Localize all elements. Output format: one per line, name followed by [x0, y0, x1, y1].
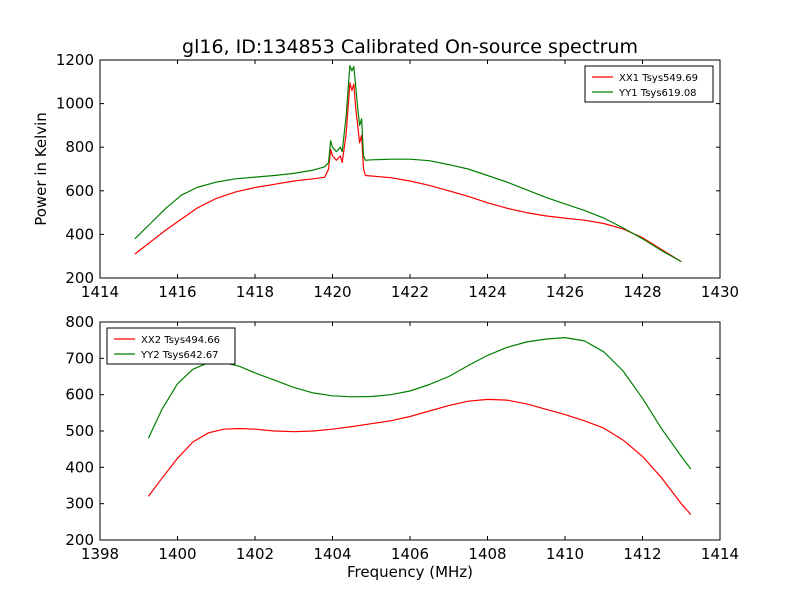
y-tick-label: 200 [65, 531, 94, 549]
x-tick-label: 1416 [158, 283, 196, 301]
y-tick-label: 400 [65, 225, 94, 243]
x-tick-label: 1414 [701, 545, 739, 563]
series-line-xx1 [134, 82, 682, 263]
x-tick-label: 1430 [701, 283, 739, 301]
plot-area [134, 64, 682, 263]
y-tick-label: 600 [65, 386, 94, 404]
legend-entry: YY2 Tsys642.67 [140, 350, 219, 361]
legend-box [584, 65, 714, 103]
y-tick-label: 1000 [56, 95, 94, 113]
x-tick-label: 1400 [158, 545, 196, 563]
x-tick-label: 1428 [623, 283, 661, 301]
y-tick-label: 700 [65, 349, 94, 367]
x-tick-label: 1398 [81, 545, 119, 563]
x-tick-label: 1420 [313, 283, 351, 301]
legend: XX2 Tsys494.66 YY2 Tsys642.67 [106, 327, 236, 365]
y-tick-label: 1200 [56, 51, 94, 69]
y-tick-label: 500 [65, 422, 94, 440]
y-axis-label: Power in Kelvin [32, 112, 50, 226]
x-tick-label: 1414 [81, 283, 119, 301]
legend: XX1 Tsys549.69 YY1 Tsys619.08 [584, 65, 714, 103]
legend-entry: XX1 Tsys549.69 [619, 73, 698, 84]
x-tick-label: 1402 [236, 545, 274, 563]
bottom-panel: 1398 1400 1402 1404 1406 1408 1410 1412 1414 200 3… [65, 313, 739, 563]
series-line-xx2 [147, 398, 692, 515]
legend-box [106, 327, 236, 365]
x-tick-label: 1408 [468, 545, 506, 563]
y-tick-label: 300 [65, 495, 94, 513]
x-tick-label: 1418 [236, 283, 274, 301]
x-tick-label: 1406 [391, 545, 429, 563]
y-tick-label: 200 [65, 269, 94, 287]
x-tick-label: 1412 [623, 545, 661, 563]
legend-entry: XX2 Tsys494.66 [141, 335, 220, 346]
chart-title: gl16, ID:134853 Calibrated On-source spe… [182, 36, 638, 58]
x-tick-label: 1424 [468, 283, 506, 301]
y-tick-label: 800 [65, 138, 94, 156]
x-tick-label: 1422 [391, 283, 429, 301]
x-tick-label: 1426 [546, 283, 584, 301]
y-tick-label: 400 [65, 458, 94, 476]
top-panel: 1414 1416 1418 1420 1422 1424 1426 1428 1430 200 4… [56, 51, 739, 301]
x-axis-label: Frequency (MHz) [347, 563, 473, 581]
legend-entry: YY1 Tsys619.08 [618, 88, 697, 99]
x-tick-label: 1404 [313, 545, 351, 563]
y-tick-label: 600 [65, 182, 94, 200]
series-line-yy1 [134, 64, 682, 263]
x-tick-label: 1410 [546, 545, 584, 563]
y-tick-label: 800 [65, 313, 94, 331]
